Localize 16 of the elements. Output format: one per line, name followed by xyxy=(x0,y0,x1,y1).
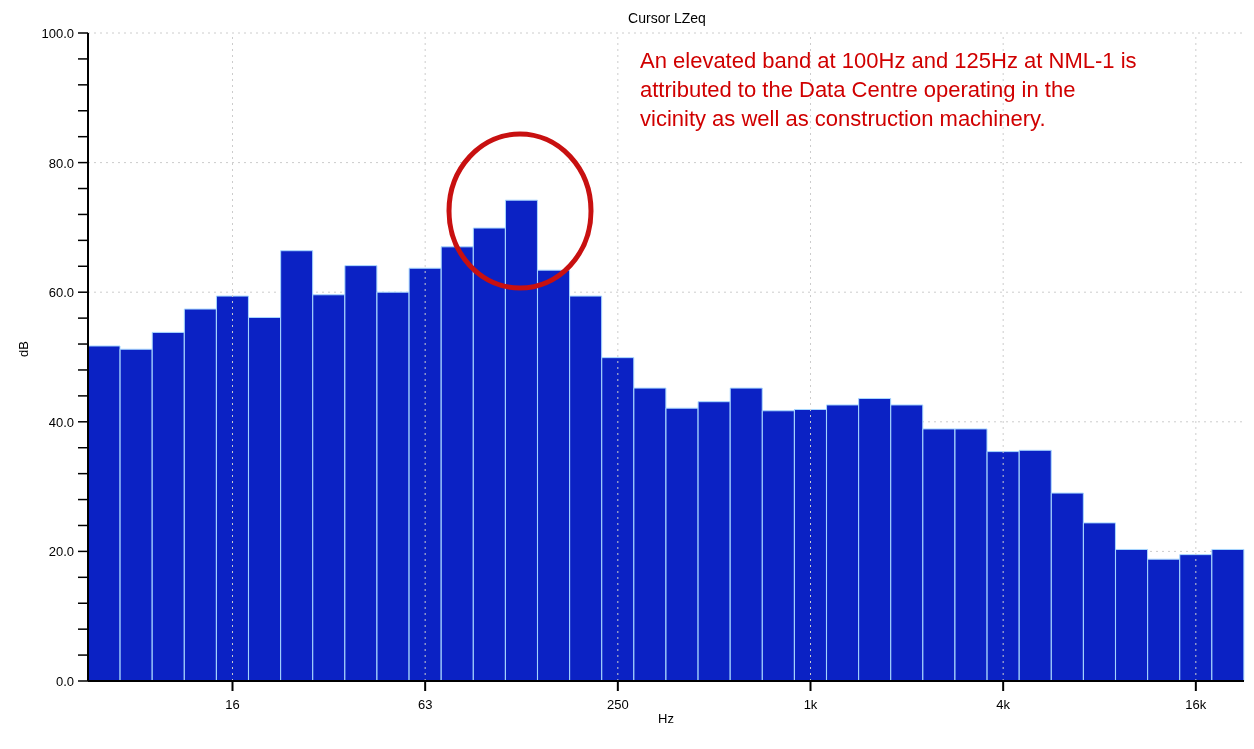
x-tick-label: 16 xyxy=(225,697,240,712)
x-tick-label: 250 xyxy=(606,697,629,712)
x-tick-label: 63 xyxy=(417,697,433,712)
y-tick-label: 60.0 xyxy=(48,285,74,301)
y-tick-label: 0.0 xyxy=(55,674,74,689)
x-tick-label: 1k xyxy=(803,697,818,712)
chart-title: Cursor LZeq xyxy=(627,10,707,26)
x-tick-label: 16k xyxy=(1185,697,1207,712)
x-axis-title: Hz xyxy=(658,711,674,726)
x-tick-label: 4k xyxy=(996,697,1011,712)
y-axis-title: dB xyxy=(15,341,31,357)
y-tick-label: 100.0 xyxy=(41,26,74,41)
y-tick-label: 80.0 xyxy=(48,155,74,171)
y-tick-label: 20.0 xyxy=(48,544,74,560)
annotation: An elevated band at 100Hz and 125Hz at NML-1 is attributed to the Data Centre operating in the vicinity as well as construction machinery. xyxy=(640,47,1138,133)
y-tick-label: 40.0 xyxy=(48,414,74,430)
